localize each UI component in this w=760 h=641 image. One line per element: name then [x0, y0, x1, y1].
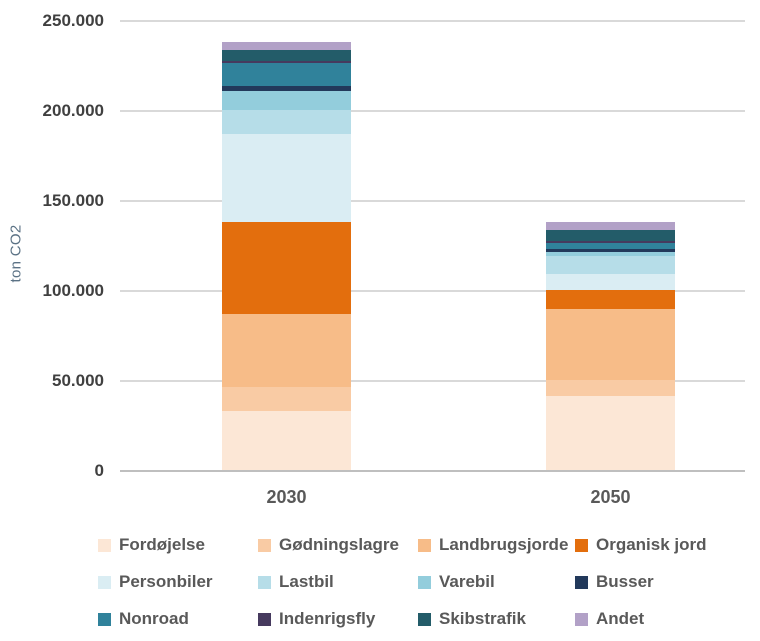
y-tick-label: 200.000 [42, 101, 104, 120]
bar-2030-segment-personbiler [222, 134, 351, 222]
bar-2030-segment-nonroad [222, 63, 351, 87]
legend-swatch-icon [258, 575, 271, 589]
legend-swatch-icon [575, 612, 588, 626]
legend-label: Lastbil [279, 572, 334, 591]
bar-2050-segment-fordojelse [546, 396, 675, 470]
bar-2050-segment-varebil [546, 251, 675, 257]
bar-2050-segment-godningslagre [546, 380, 675, 397]
legend-swatch-icon [418, 612, 431, 626]
bar-2050-segment-busser [546, 248, 675, 252]
legend-label: Organisk jord [596, 535, 707, 554]
legend-swatch-icon [575, 538, 588, 552]
y-axis-title: ton CO2 [7, 224, 25, 283]
bar-2050-segment-nonroad [546, 243, 675, 249]
y-tick-label: 100.000 [42, 281, 104, 300]
legend-label: Gødningslagre [279, 535, 399, 554]
bar-2030-segment-varebil [222, 90, 351, 110]
legend-label: Skibstrafik [439, 609, 526, 628]
legend-swatch-icon [98, 538, 111, 552]
legend-swatch-icon [98, 575, 111, 589]
bar-2030-segment-godningslagre [222, 387, 351, 411]
legend-item-busser: Busser [575, 572, 654, 591]
gridline [120, 20, 745, 22]
legend-item-fordojelse: Fordøjelse [98, 535, 205, 554]
legend-label: Nonroad [119, 609, 189, 628]
bar-2050-segment-andet [546, 222, 675, 230]
legend-item-organisk-jord: Organisk jord [575, 535, 707, 554]
legend-swatch-icon [575, 575, 588, 589]
legend-label: Landbrugsjorde [439, 535, 569, 554]
bar-2050-segment-personbiler [546, 273, 675, 290]
bar-2030-segment-fordojelse [222, 410, 351, 470]
x-axis-line [120, 470, 745, 472]
y-tick-label: 0 [94, 461, 104, 480]
gridline [120, 290, 745, 292]
legend-swatch-icon [258, 538, 271, 552]
legend-label: Fordøjelse [119, 535, 205, 554]
bar-2030-segment-skibstrafik [222, 49, 351, 61]
legend-swatch-icon [98, 612, 111, 626]
legend-item-varebil: Varebil [418, 572, 495, 591]
legend-swatch-icon [258, 612, 271, 626]
legend-label: Andet [596, 609, 645, 628]
bar-2050-segment-skibstrafik [546, 229, 675, 242]
legend-label: Varebil [439, 572, 495, 591]
legend-label: Indenrigsfly [279, 609, 376, 628]
bar-2030-segment-busser [222, 86, 351, 91]
legend-item-skibstrafik: Skibstrafik [418, 609, 526, 628]
bar-2030-segment-organisk-jord [222, 221, 351, 315]
x-axis-label-2030: 2030 [266, 487, 307, 507]
bar-2030-segment-lastbil [222, 109, 351, 135]
gridline [120, 380, 745, 382]
y-tick-label: 50.000 [52, 371, 104, 390]
legend-item-godningslagre: Gødningslagre [258, 535, 399, 554]
legend-label: Busser [596, 572, 654, 591]
legend-swatch-icon [418, 575, 431, 589]
bar-2050-segment-indenrigsfly [546, 241, 675, 244]
legend-swatch-icon [418, 538, 431, 552]
bar-2050-segment-organisk-jord [546, 289, 675, 309]
gridline [120, 200, 745, 202]
bar-2050-segment-landbrugsjorde [546, 308, 675, 380]
bar-2030-segment-landbrugsjorde [222, 314, 351, 388]
bar-2050-segment-lastbil [546, 256, 675, 274]
legend-label: Personbiler [119, 572, 213, 591]
y-tick-label: 250.000 [42, 11, 104, 30]
legend-item-personbiler: Personbiler [98, 572, 213, 591]
legend-item-andet: Andet [575, 609, 645, 628]
legend-item-landbrugsjorde: Landbrugsjorde [418, 535, 569, 554]
bar-2030-segment-indenrigsfly [222, 60, 351, 64]
legend-item-lastbil: Lastbil [258, 572, 334, 591]
gridline [120, 110, 745, 112]
x-axis-label-2050: 2050 [590, 487, 631, 507]
legend-item-indenrigsfly: Indenrigsfly [258, 609, 376, 628]
bar-2030-segment-andet [222, 41, 351, 50]
legend-item-nonroad: Nonroad [98, 609, 189, 628]
y-tick-label: 150.000 [42, 191, 104, 210]
